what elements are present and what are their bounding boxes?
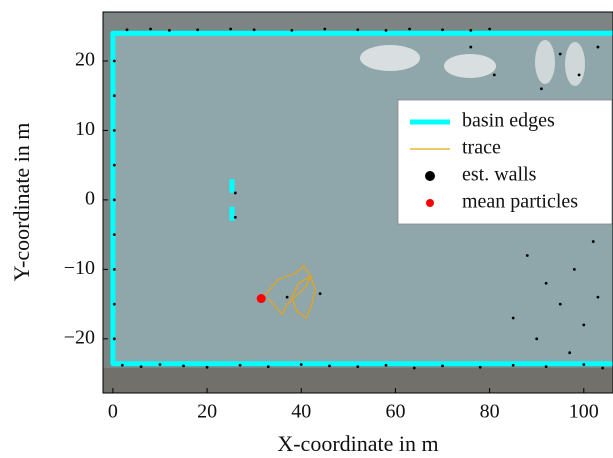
scatter-point — [412, 366, 416, 370]
legend-label: mean particles — [462, 191, 578, 213]
series-line — [263, 265, 317, 319]
scatter-point — [441, 364, 444, 368]
scatter-point — [535, 337, 539, 341]
scatter-point — [112, 267, 116, 271]
scatter-point — [285, 295, 289, 299]
scatter-point — [596, 295, 600, 299]
y-tick-label: −20 — [64, 326, 95, 348]
scatter-point — [205, 365, 209, 369]
scatter-point — [120, 363, 124, 367]
legend-swatch — [426, 199, 434, 207]
scatter-point — [299, 363, 303, 366]
scatter-point — [478, 365, 482, 369]
scatter-point — [256, 294, 266, 304]
scatter-point — [488, 27, 492, 31]
scatter-point — [441, 28, 444, 32]
x-axis-title: X-coordinate in m — [277, 431, 438, 456]
scatter-point — [290, 29, 294, 32]
scatter-point — [182, 364, 185, 368]
x-tick-label: 20 — [197, 401, 217, 423]
scatter-point — [582, 323, 586, 327]
scatter-point — [558, 52, 562, 56]
scatter-point — [511, 363, 515, 367]
scatter-point — [540, 87, 543, 91]
scatter-point — [356, 28, 360, 32]
scatter-point — [511, 316, 515, 320]
scatter-point — [125, 28, 129, 32]
scatter-point — [558, 302, 562, 306]
scatter-point — [196, 28, 200, 32]
scatter-point — [233, 215, 237, 219]
scatter-point — [469, 45, 473, 49]
scatter-point — [112, 94, 116, 98]
scatter-point — [582, 363, 586, 366]
x-tick-label: 0 — [108, 401, 118, 423]
x-tick-label: 40 — [291, 401, 311, 423]
scatter-point — [596, 45, 600, 49]
x-tick-label: 80 — [480, 401, 500, 423]
scatter-point — [112, 337, 116, 341]
scatter-point — [469, 29, 473, 32]
scatter-point — [328, 364, 331, 368]
scatter-point — [112, 302, 116, 306]
scatter-point — [544, 281, 548, 285]
scatter-point — [568, 351, 572, 355]
scatter-point — [492, 73, 496, 77]
series-line — [110, 30, 613, 367]
legend-label: trace — [462, 137, 501, 159]
scatter-point — [167, 29, 171, 32]
scatter-point — [577, 73, 581, 77]
y-axis-title: Y-coordinate in m — [9, 123, 34, 282]
scatter-point — [252, 28, 256, 32]
scatter-point — [112, 163, 116, 167]
scatter-point — [408, 27, 411, 31]
scatter-point — [233, 191, 237, 195]
scatter-point — [149, 27, 152, 31]
legend-swatch — [425, 171, 435, 181]
scatter-point — [572, 267, 576, 271]
scatter-point — [525, 254, 529, 257]
scatter-point — [266, 365, 270, 369]
scatter-point — [112, 198, 116, 202]
scatter-point — [238, 363, 242, 367]
legend-label: basin edges — [462, 110, 555, 132]
legend-label: est. walls — [462, 164, 537, 186]
scatter-point — [356, 365, 360, 369]
y-tick-label: 0 — [85, 187, 95, 209]
axes-frame — [102, 11, 613, 394]
x-tick-label: 60 — [385, 401, 405, 423]
scatter-point — [158, 363, 162, 366]
plot-area — [110, 27, 613, 370]
scatter-point — [591, 240, 595, 243]
scatter-point — [139, 365, 143, 369]
scatter-point — [112, 59, 116, 63]
scatter-point — [384, 363, 388, 367]
scatter-point — [112, 233, 116, 237]
y-tick-label: −10 — [64, 257, 95, 279]
scatter-point — [384, 29, 388, 32]
scatter-point — [229, 27, 233, 31]
scatter-point — [112, 129, 116, 132]
y-tick-label: 10 — [75, 118, 95, 140]
y-tick-label: 20 — [75, 49, 95, 71]
x-tick-label: 100 — [569, 401, 599, 423]
scatter-point — [601, 366, 605, 370]
scatter-point — [323, 27, 327, 31]
scatter-point — [318, 292, 322, 296]
scatter-point — [544, 365, 548, 369]
